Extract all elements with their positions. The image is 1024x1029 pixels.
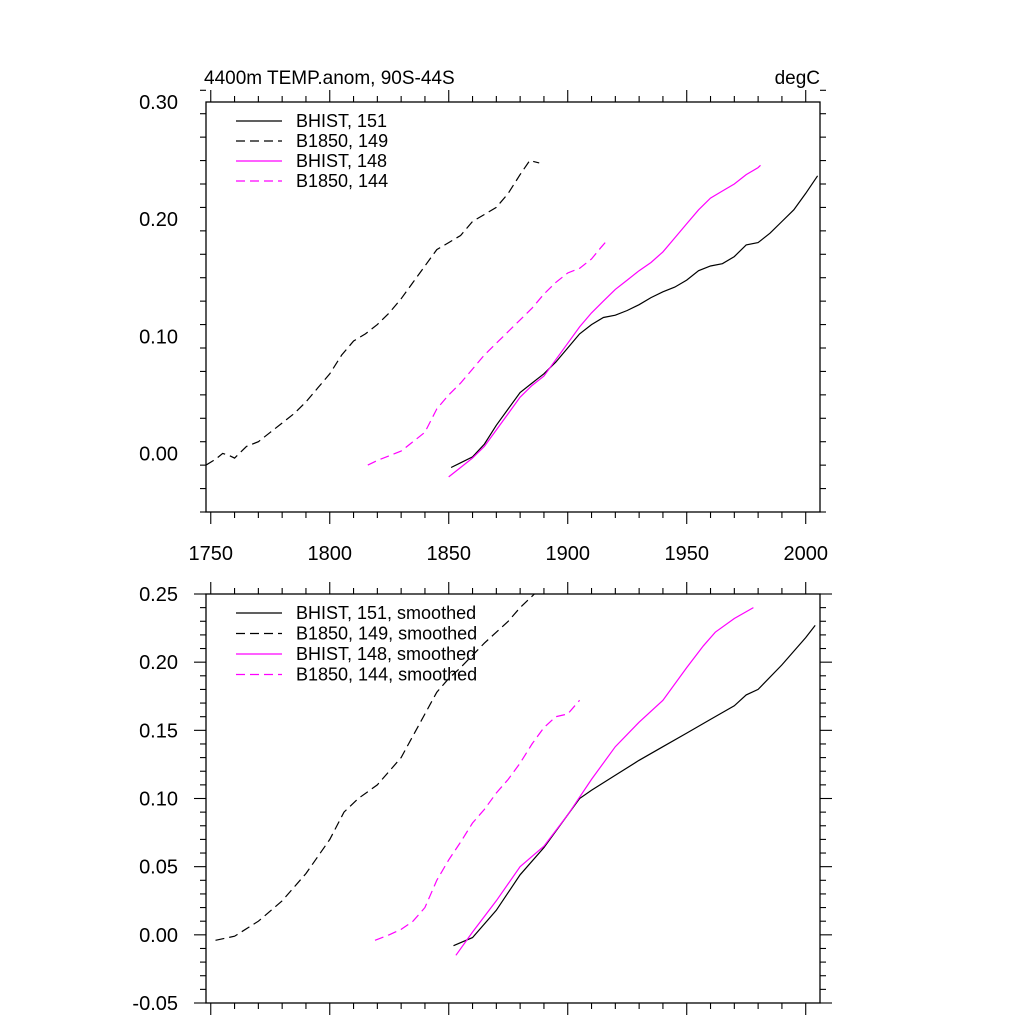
series-line-4	[374, 699, 581, 941]
x-tick-label: 1750	[189, 543, 234, 565]
y-tick-label: 0.25	[139, 584, 178, 606]
series-line-1	[450, 175, 819, 469]
legend-label-1: BHIST, 151, smoothed	[296, 603, 476, 623]
legend-label-1: BHIST, 151	[296, 111, 387, 131]
x-tick-label: 1950	[664, 543, 709, 565]
y-tick-label: 0.00	[139, 925, 178, 947]
y-tick-label: 0.10	[139, 326, 178, 348]
series-line-2	[206, 159, 540, 466]
y-tick-label: 0.20	[139, 209, 178, 231]
x-tick-label: 2000	[783, 543, 828, 565]
y-tick-label: 0.20	[139, 652, 178, 674]
legend-label-4: B1850, 144, smoothed	[296, 665, 477, 685]
series-line-2	[215, 594, 535, 941]
plot-frame	[205, 101, 821, 513]
chart-title: 4400m TEMP.anom, 90S-44S	[204, 68, 455, 89]
y-tick-label: 0.10	[139, 789, 178, 811]
legend-label-2: B1850, 149, smoothed	[296, 624, 477, 644]
series-line-3	[455, 607, 754, 956]
legend-label-4: B1850, 144	[296, 171, 388, 191]
legend-label-3: BHIST, 148, smoothed	[296, 644, 476, 664]
legend-label-3: BHIST, 148	[296, 151, 387, 171]
series-line-1	[453, 625, 816, 947]
y-tick-label: -0.05	[132, 993, 178, 1015]
legend-label-2: B1850, 149	[296, 131, 388, 151]
y-tick-label: 0.15	[139, 720, 178, 742]
x-tick-label: 1800	[308, 543, 353, 565]
units-label: degC	[775, 68, 820, 89]
y-tick-label: 0.30	[139, 92, 178, 114]
chart-panel-1: 1750 1800 1850 1900 1950 2000 0.00 0.10 0.20 0.30…	[139, 68, 828, 565]
series-line-3	[448, 164, 761, 478]
x-tick-label: 1900	[545, 543, 590, 565]
y-tick-label: 0.05	[139, 857, 178, 879]
chart-panel-2: -0.05 0.00 0.05 0.10 0.15 0.20 0.25 BHIST, 151,…	[132, 582, 832, 1015]
x-tick-label: 1850	[426, 543, 471, 565]
y-tick-label: 0.00	[139, 443, 178, 465]
series-line-4	[367, 238, 609, 466]
